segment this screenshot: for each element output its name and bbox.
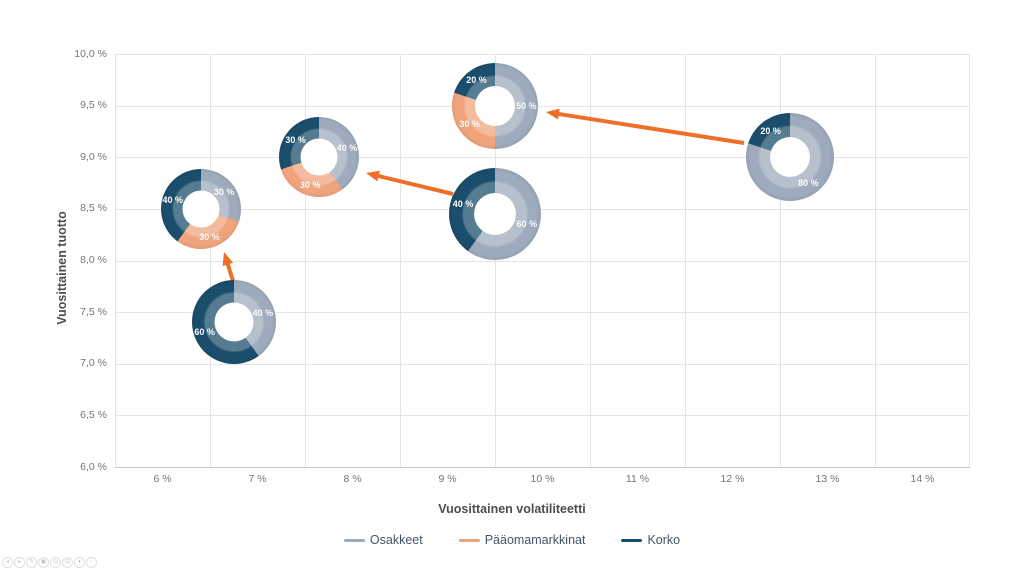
slice-label: 20 % xyxy=(760,126,781,137)
prev-icon[interactable]: ◂ xyxy=(2,557,13,568)
gridline-horizontal xyxy=(115,105,970,107)
gridline-horizontal xyxy=(115,363,970,365)
y-tick-label: 7,5 % xyxy=(80,305,107,318)
slice-label: 30 % xyxy=(213,186,235,197)
donut-hole xyxy=(182,190,219,228)
y-tick-label: 10,0 % xyxy=(74,47,107,60)
image-icon[interactable]: ▣ xyxy=(38,557,49,568)
donut-marker[interactable]: 40 % 30 % 30 % xyxy=(279,117,360,198)
slice-label: 60 % xyxy=(516,219,538,230)
x-axis-title: Vuosittainen volatiliteetti xyxy=(438,502,586,516)
donut-hole xyxy=(769,137,810,178)
slice-label: 30 % xyxy=(199,231,220,242)
x-tick-label: 10 % xyxy=(530,473,555,485)
gridline-horizontal xyxy=(115,312,970,314)
legend-label: Pääomamarkkinat xyxy=(484,533,586,547)
print-icon[interactable]: ⊟ xyxy=(62,557,73,568)
collapse-icon[interactable]: − xyxy=(86,557,97,568)
gridline-horizontal xyxy=(115,415,970,417)
slice-label: 40 % xyxy=(336,143,358,154)
plot-area xyxy=(115,54,970,468)
slice-label: 20 % xyxy=(466,75,487,86)
donut-hole xyxy=(214,302,254,342)
x-tick-label: 12 % xyxy=(720,473,745,485)
x-tick-label: 11 % xyxy=(625,473,650,485)
gridline-horizontal xyxy=(115,260,970,262)
donut-hole xyxy=(300,138,338,176)
donut-marker[interactable]: 80 % 20 % xyxy=(745,113,834,202)
x-tick-label: 6 % xyxy=(153,473,172,485)
donut-marker[interactable]: 40 % 60 % xyxy=(191,280,276,365)
zoom-icon[interactable]: ◎ xyxy=(50,557,61,568)
legend-item-pääomamarkkinat[interactable]: Pääomamarkkinat xyxy=(458,533,586,547)
y-tick-label: 9,0 % xyxy=(80,150,107,163)
legend: Osakkeet Pääomamarkkinat Korko xyxy=(0,533,1024,547)
y-tick-label: 9,5 % xyxy=(80,99,107,112)
slice-label: 30 % xyxy=(299,180,321,191)
donut-hole xyxy=(474,193,516,236)
legend-item-osakkeet[interactable]: Osakkeet xyxy=(343,533,423,547)
y-tick-label: 7,0 % xyxy=(80,357,107,370)
slice-label: 40 % xyxy=(162,194,183,205)
y-tick-label: 8,5 % xyxy=(80,202,107,215)
camera-icon[interactable]: ▪ xyxy=(74,557,85,568)
slice-label: 40 % xyxy=(452,198,474,209)
donut-marker[interactable]: 30 % 30 % 40 % xyxy=(160,168,241,249)
y-tick-label: 6,5 % xyxy=(80,408,107,421)
legend-item-korko[interactable]: Korko xyxy=(621,533,680,547)
donut-hole xyxy=(475,85,515,126)
slice-label: 40 % xyxy=(252,307,274,318)
slice-label: 80 % xyxy=(798,178,819,189)
slice-label: 50 % xyxy=(516,100,537,111)
slice-label: 30 % xyxy=(459,119,480,130)
x-tick-label: 8 % xyxy=(343,473,362,485)
gridline-horizontal xyxy=(115,208,970,210)
legend-marker xyxy=(621,538,643,542)
slice-label: 60 % xyxy=(194,326,215,337)
y-tick-label: 8,0 % xyxy=(80,254,107,266)
x-tick-label: 9 % xyxy=(438,473,457,485)
gridline-horizontal xyxy=(115,467,970,468)
donut-marker[interactable]: 50 % 30 % 20 % xyxy=(452,62,538,149)
x-tick-label: 14 % xyxy=(910,473,935,485)
legend-label: Korko xyxy=(647,533,681,547)
gridline-horizontal xyxy=(115,54,970,55)
donut-marker[interactable]: 60 % 40 % xyxy=(449,168,541,261)
gridline-horizontal xyxy=(115,157,970,159)
mini-toolbar: ◂ ▸ ✎ ▣ ◎ ⊟ ▪ − xyxy=(2,557,97,568)
x-tick-label: 13 % xyxy=(815,473,840,485)
x-tick-label: 7 % xyxy=(248,473,267,485)
y-tick-label: 6,0 % xyxy=(80,460,107,473)
slice-label: 30 % xyxy=(285,135,306,146)
legend-label: Osakkeet xyxy=(369,533,423,547)
legend-marker xyxy=(458,538,480,542)
edit-icon[interactable]: ✎ xyxy=(26,557,37,568)
play-icon[interactable]: ▸ xyxy=(14,557,25,568)
legend-marker xyxy=(343,538,365,542)
